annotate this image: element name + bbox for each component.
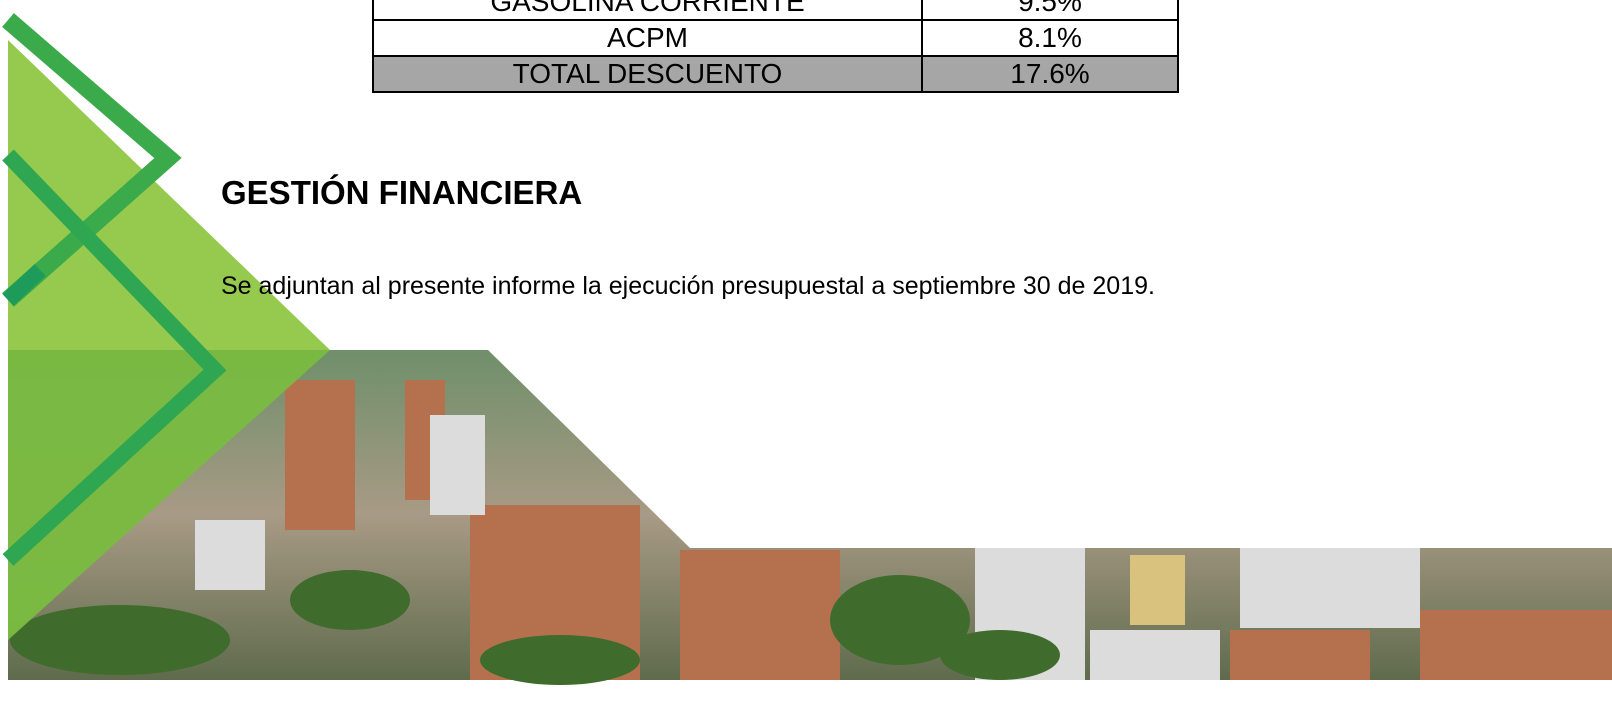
page: GASOLINA CORRIENTE9.5% ACPM8.1% TOTAL DE… xyxy=(0,0,1612,707)
decoration xyxy=(0,0,1612,707)
cell: GASOLINA CORRIENTE xyxy=(373,0,922,20)
cell: 17.6% xyxy=(922,56,1178,92)
cell: TOTAL DESCUENTO xyxy=(373,56,922,92)
cell: 9.5% xyxy=(922,0,1178,20)
cell: ACPM xyxy=(373,20,922,56)
paragraph: Se adjuntan al presente informe la ejecu… xyxy=(221,272,1155,301)
section-title: GESTIÓN FINANCIERA xyxy=(221,174,582,212)
cell: 8.1% xyxy=(922,20,1178,56)
